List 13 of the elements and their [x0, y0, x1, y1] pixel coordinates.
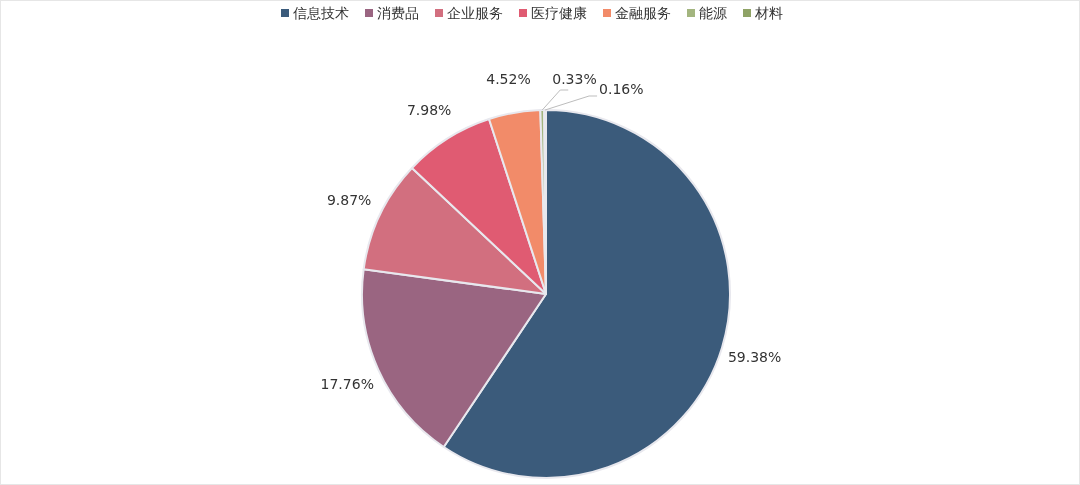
data-label: 59.38% — [727, 349, 782, 366]
legend-label: 消费品 — [377, 5, 419, 21]
data-label: 7.98% — [406, 101, 452, 118]
data-label: 4.52% — [486, 71, 531, 88]
data-label: 9.87% — [326, 192, 372, 209]
legend-label: 信息技术 — [293, 5, 349, 21]
legend-label: 医疗健康 — [531, 5, 587, 21]
legend-label: 金融服务 — [615, 5, 671, 21]
legend-label: 材料 — [754, 5, 783, 21]
data-label: 17.76% — [320, 375, 374, 392]
legend-label: 能源 — [699, 5, 727, 21]
legend-label: 企业服务 — [447, 5, 503, 21]
data-label: 0.16% — [599, 81, 644, 97]
